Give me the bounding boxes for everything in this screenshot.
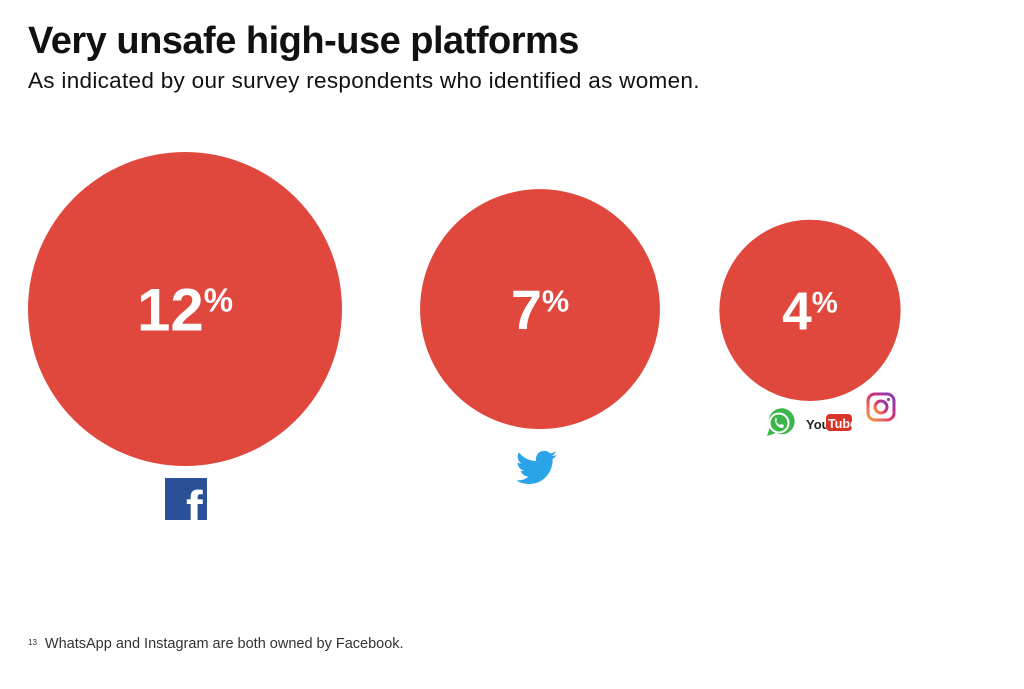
bubble-value-label: 4%	[782, 283, 838, 342]
facebook-icon: f	[165, 478, 207, 537]
footnote-text: WhatsApp and Instagram are both owned by…	[44, 636, 404, 652]
bubble-percent-sign: %	[812, 286, 838, 319]
instagram-icon	[866, 392, 896, 422]
bubble-percent-sign: %	[204, 281, 233, 318]
facebook-logo-letter: f	[186, 481, 203, 537]
bubble-facebook	[28, 152, 342, 466]
bubble-whatsapp-youtube-instagram	[719, 219, 901, 401]
bubbles-layer: 12% 7% 4%	[28, 152, 901, 466]
footnote: 13 WhatsApp and Instagram are both owned …	[28, 636, 404, 652]
whatsapp-icon	[767, 408, 795, 436]
bubble-value-label: 7%	[511, 278, 569, 341]
bubble-value-label: 12%	[137, 277, 233, 344]
footnote-marker: 13	[28, 638, 37, 647]
youtube-logo-tube: Tube	[828, 417, 857, 431]
bubble-value-number: 4	[782, 283, 812, 342]
twitter-icon	[516, 450, 557, 484]
chart-subtitle: As indicated by our survey respondents w…	[28, 68, 700, 93]
bubble-value-number: 12	[137, 277, 204, 344]
youtube-icon: You Tube	[806, 414, 857, 432]
youtube-logo-you: You	[806, 417, 830, 432]
bubble-value-number: 7	[511, 278, 542, 341]
bubble-percent-sign: %	[542, 283, 569, 318]
chart-title: Very unsafe high-use platforms	[28, 20, 579, 62]
bubble-twitter	[420, 189, 660, 429]
